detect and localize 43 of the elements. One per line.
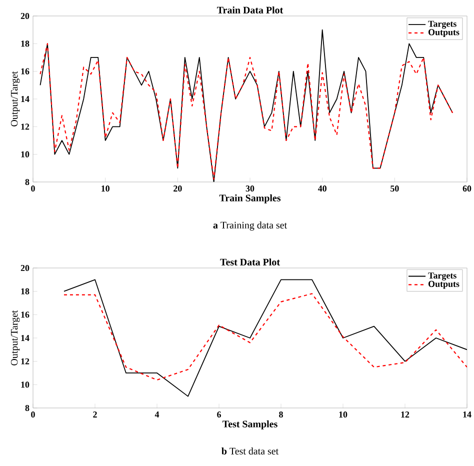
chart-title: Test Data Plot (220, 258, 280, 266)
y-tick-label: 12 (21, 124, 30, 130)
y-tick-label: 14 (21, 96, 30, 102)
x-tick-label: 6 (217, 412, 221, 418)
y-tick-label: 18 (21, 40, 30, 47)
line-series (64, 279, 468, 397)
x-tick-label: 40 (318, 186, 326, 192)
y-tick-label: 10 (21, 151, 30, 158)
x-tick-label: 20 (174, 186, 182, 192)
legend-label: Targets (428, 20, 456, 29)
x-axis-title: Train Samples (219, 194, 281, 204)
legend-label: Outputs (428, 29, 460, 38)
y-tick-label: 20 (20, 12, 30, 20)
y-tick-label: 18 (21, 288, 30, 294)
y-axis-title: Output/Target (10, 71, 20, 126)
x-tick-label: 8 (279, 412, 283, 418)
y-tick-label: 16 (21, 312, 30, 318)
x-tick-label: 2 (93, 412, 97, 418)
x-tick-label: 50 (390, 186, 399, 192)
chart-title: Train Data Plot (217, 6, 284, 14)
x-axis-title: Test Samples (222, 420, 278, 430)
x-tick-label: 60 (462, 186, 472, 192)
y-tick-label: 8 (25, 404, 30, 412)
line-series (63, 293, 468, 381)
y-axis-title: Output/Target (10, 310, 20, 366)
text: a Training data set (213, 221, 287, 231)
legend-label: Targets (428, 272, 456, 280)
legend-label: Outputs (428, 280, 460, 289)
y-tick-label: 12 (21, 358, 30, 364)
x-tick-label: 0 (31, 186, 35, 192)
x-tick-label: 10 (339, 412, 348, 418)
x-tick-label: 12 (401, 412, 410, 418)
y-tick-label: 20 (20, 264, 30, 272)
x-tick-label: 4 (154, 412, 160, 418)
y-tick-label: 10 (21, 382, 30, 388)
x-tick-label: 14 (463, 412, 472, 418)
x-tick-label: 30 (246, 186, 254, 192)
y-tick-label: 8 (25, 178, 30, 186)
x-tick-label: 0 (31, 412, 35, 418)
x-tick-label: 10 (102, 186, 110, 192)
text: b Test data set (222, 447, 279, 455)
y-tick-label: 14 (21, 335, 30, 341)
y-tick-label: 16 (21, 68, 30, 74)
